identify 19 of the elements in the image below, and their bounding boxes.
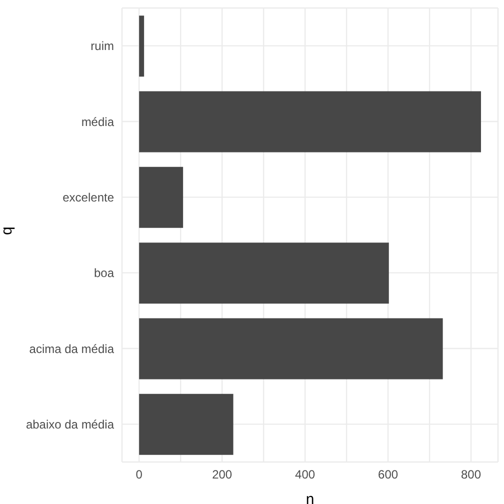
y-tick-label: boa — [94, 266, 114, 280]
x-tick-label: 800 — [461, 468, 482, 482]
x-tick-label: 200 — [212, 468, 232, 482]
bar — [139, 318, 443, 380]
y-tick-label: média — [81, 114, 114, 129]
x-tick-label: 0 — [136, 468, 143, 482]
x-tick-label: 400 — [295, 468, 316, 482]
bar — [139, 394, 234, 455]
x-axis-title: n — [306, 491, 314, 504]
y-tick-label: ruim — [90, 39, 114, 54]
bar — [139, 242, 389, 304]
y-tick-label: acima da média — [29, 342, 114, 356]
bar — [139, 16, 144, 77]
x-tick-label: 600 — [378, 468, 398, 482]
y-tick-label: abaixo da média — [26, 417, 114, 432]
bar — [139, 166, 184, 228]
bar — [139, 91, 481, 152]
y-tick-label: excelente — [62, 190, 114, 204]
y-axis-title: q — [0, 226, 16, 235]
